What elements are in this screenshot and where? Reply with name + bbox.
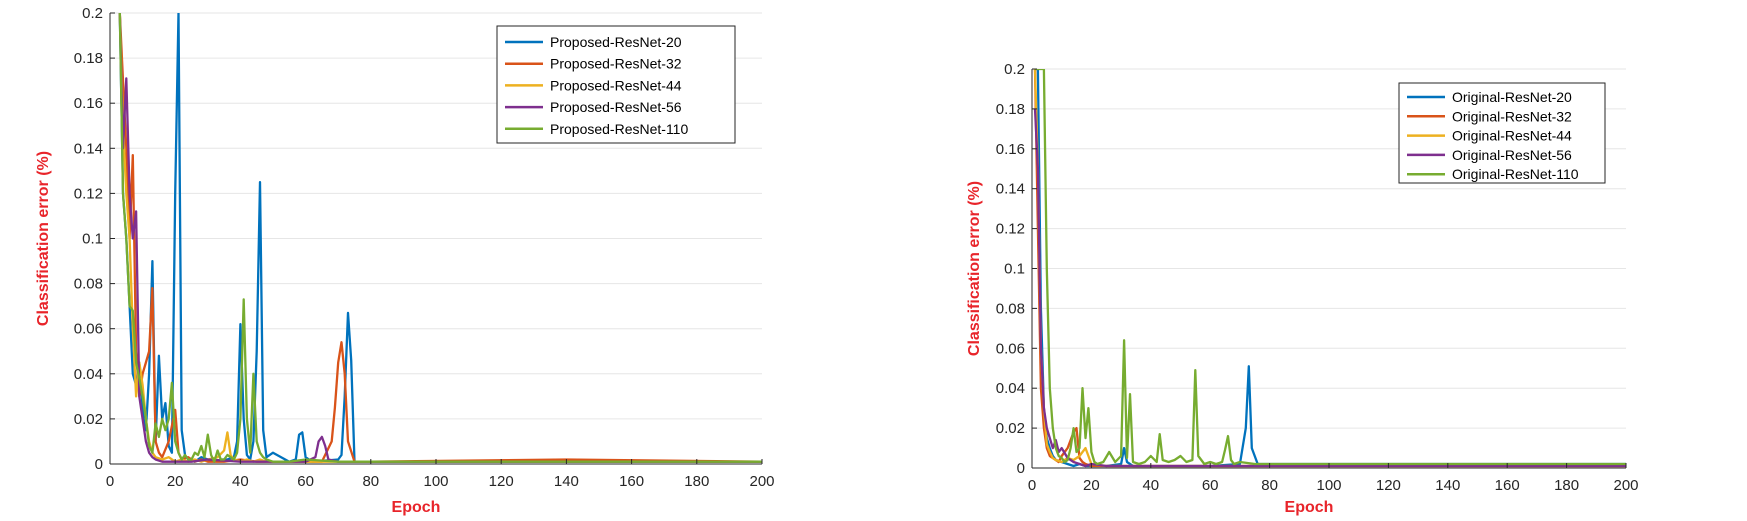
x-tick-label: 140 [554,473,579,490]
x-tick-label: 80 [1261,477,1278,494]
y-tick-label: 0.06 [74,321,103,338]
x-tick-label: 60 [297,473,314,490]
x-tick-label: 160 [1495,477,1520,494]
series-group [1033,69,1626,468]
y-tick-label: 0.16 [996,141,1025,158]
y-tick-label: 0.06 [996,340,1025,357]
y-tick-label: 0.16 [74,95,103,112]
x-tick-label: 20 [167,473,184,490]
x-tick-label: 160 [619,473,644,490]
y-tick-label: 0 [1017,460,1025,477]
y-tick-label: 0.14 [996,181,1025,198]
y-tick-label: 0.2 [82,5,103,22]
x-tick-label: 100 [423,473,448,490]
legend-entry: Proposed-ResNet-56 [550,99,682,115]
y-tick-label: 0.18 [74,50,103,67]
legend-entry: Original-ResNet-110 [1452,166,1579,182]
y-tick-label: 0.2 [1004,61,1025,78]
x-tick-label: 80 [362,473,379,490]
y-tick-label: 0.08 [996,300,1025,317]
chart-1: 0 20 40 60 80 100 120 140 160 180 200 0 0.02 0.04 0.06… [35,5,775,516]
legend-entry: Original-ResNet-56 [1452,147,1572,163]
x-tick-label: 120 [1376,477,1401,494]
y-tick-label: 0.04 [74,366,103,383]
x-tick-label: 40 [1142,477,1159,494]
legend-entry: Original-ResNet-20 [1452,89,1572,105]
legend-box [1398,82,1606,184]
y-tick-label: 0.12 [996,221,1025,238]
x-tick-label: 0 [1028,477,1036,494]
x-tick-label: 200 [749,473,774,490]
x-tick-label: 180 [1554,477,1579,494]
y-tick-label: 0.12 [74,185,103,202]
legend-entry: Proposed-ResNet-44 [550,77,682,93]
y-tick-label: 0.14 [74,140,103,157]
x-tick-label: 40 [232,473,249,490]
legend: Proposed-ResNet-20 Proposed-ResNet-32 Prop… [496,25,736,144]
x-axis-label: Epoch [392,499,441,516]
legend-entry: Original-ResNet-32 [1452,108,1572,124]
x-tick-label: 200 [1613,477,1638,494]
legend-entry: Proposed-ResNet-32 [550,56,682,72]
x-tick-label: 120 [489,473,514,490]
x-axis-label: Epoch [1285,499,1334,516]
x-tick-label: 100 [1316,477,1341,494]
legend-entry: Proposed-ResNet-110 [550,121,688,137]
x-tick-label: 180 [684,473,709,490]
y-tick-label: 0.02 [996,420,1025,437]
series-line-1 [1035,69,1626,468]
series-line-5 [118,13,762,463]
x-tick-label: 20 [1083,477,1100,494]
legend: Original-ResNet-20 Original-ResNet-32 Orig… [1398,82,1606,184]
legend-entry: Proposed-ResNet-20 [550,34,682,50]
x-tick-label: 0 [106,473,114,490]
chart-2: 0 20 40 60 80 100 120 140 160 180 200 0 0.02 0.04 0.06… [966,61,1639,516]
y-tick-label: 0.1 [1004,261,1025,278]
series-group [118,13,762,463]
y-tick-label: 0.18 [996,101,1025,118]
y-tick-label: 0.04 [996,380,1025,397]
series-line-4 [1033,108,1626,468]
series-line-5 [1035,69,1626,466]
series-line-4 [118,13,762,463]
y-tick-label: 0 [95,456,103,473]
y-tick-label: 0.1 [82,231,103,248]
y-axis-label: Classification error (%) [966,181,983,356]
legend-entry: Original-ResNet-44 [1452,128,1572,144]
x-tick-label: 140 [1435,477,1460,494]
y-tick-label: 0.08 [74,276,103,293]
grid-lines [110,12,762,420]
y-tick-label: 0.02 [74,411,103,428]
x-tick-label: 60 [1202,477,1219,494]
y-axis-label: Classification error (%) [35,151,52,326]
